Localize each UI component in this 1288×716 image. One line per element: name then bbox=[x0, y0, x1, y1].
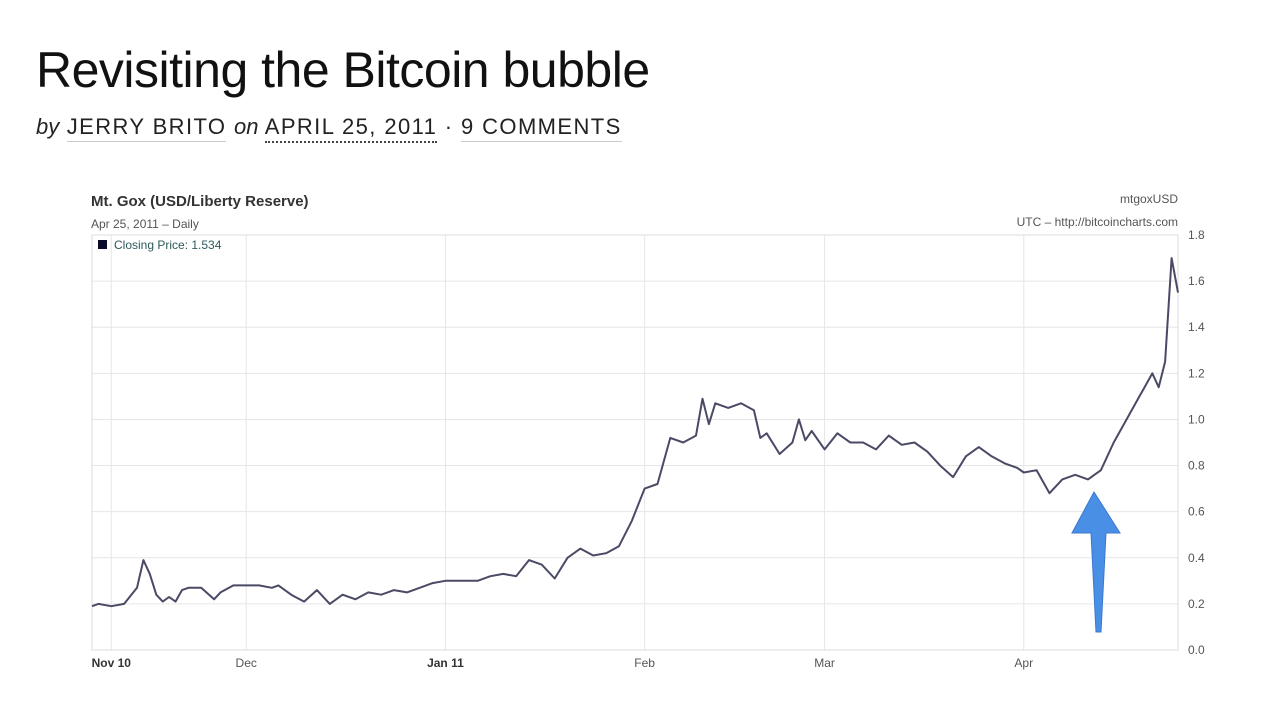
y-tick-label: 0.4 bbox=[1188, 551, 1205, 565]
chart-subtitle: Apr 25, 2011 – Daily bbox=[91, 217, 199, 231]
y-tick-label: 0.0 bbox=[1188, 643, 1205, 657]
closing-price-line bbox=[91, 257, 1179, 608]
chart-source-url: UTC – http://bitcoincharts.com bbox=[1017, 215, 1178, 229]
closing-price-points bbox=[91, 258, 1179, 607]
x-tick-label: Nov 10 bbox=[92, 656, 132, 670]
post-title: Revisiting the Bitcoin bubble bbox=[36, 42, 650, 98]
y-tick-label: 0.6 bbox=[1188, 505, 1205, 519]
post-byline: by JERRY BRITO on APRIL 25, 2011 · 9 COM… bbox=[36, 112, 622, 143]
post-date-link[interactable]: APRIL 25, 2011 bbox=[264, 114, 438, 143]
x-axis-ticks: Nov 10 Dec Jan 11 Feb Mar Apr bbox=[92, 656, 1034, 670]
y-tick-label: 0.8 bbox=[1188, 459, 1205, 473]
annotation-arrow-icon bbox=[1071, 491, 1121, 633]
y-tick-label: 1.2 bbox=[1188, 366, 1205, 380]
y-tick-label: 1.0 bbox=[1188, 412, 1205, 426]
byline-separator: · bbox=[444, 114, 454, 139]
y-axis-ticks: 0.0 0.2 0.4 0.6 0.8 1.0 1.2 1.4 1.6 1.8 bbox=[1188, 228, 1205, 657]
y-tick-label: 1.4 bbox=[1188, 320, 1205, 334]
x-tick-label: Feb bbox=[634, 656, 655, 670]
chart-source-name: mtgoxUSD bbox=[1120, 192, 1178, 206]
y-tick-label: 0.2 bbox=[1188, 597, 1205, 611]
chart-title: Mt. Gox (USD/Liberty Reserve) bbox=[91, 193, 309, 210]
x-tick-label: Mar bbox=[814, 656, 835, 670]
legend-label: Closing Price: 1.534 bbox=[114, 238, 222, 252]
y-tick-label: 1.6 bbox=[1188, 274, 1205, 288]
x-tick-label: Apr bbox=[1014, 656, 1033, 670]
price-chart: 0.0 0.2 0.4 0.6 0.8 1.0 1.2 1.4 1.6 1.8 Nov 10 Dec… bbox=[0, 180, 1288, 700]
author-link[interactable]: JERRY BRITO bbox=[66, 114, 227, 142]
legend-swatch bbox=[98, 240, 107, 249]
plot-area bbox=[91, 234, 1179, 651]
on-label: on bbox=[233, 114, 259, 139]
x-tick-label: Jan 11 bbox=[427, 656, 464, 670]
chart-grid bbox=[92, 234, 1178, 651]
price-chart-svg: 0.0 0.2 0.4 0.6 0.8 1.0 1.2 1.4 1.6 1.8 Nov 10 Dec… bbox=[91, 192, 1205, 670]
by-label: by bbox=[36, 114, 60, 139]
y-tick-label: 1.8 bbox=[1188, 228, 1205, 242]
x-tick-label: Dec bbox=[236, 656, 257, 670]
comments-link[interactable]: 9 COMMENTS bbox=[461, 114, 622, 142]
